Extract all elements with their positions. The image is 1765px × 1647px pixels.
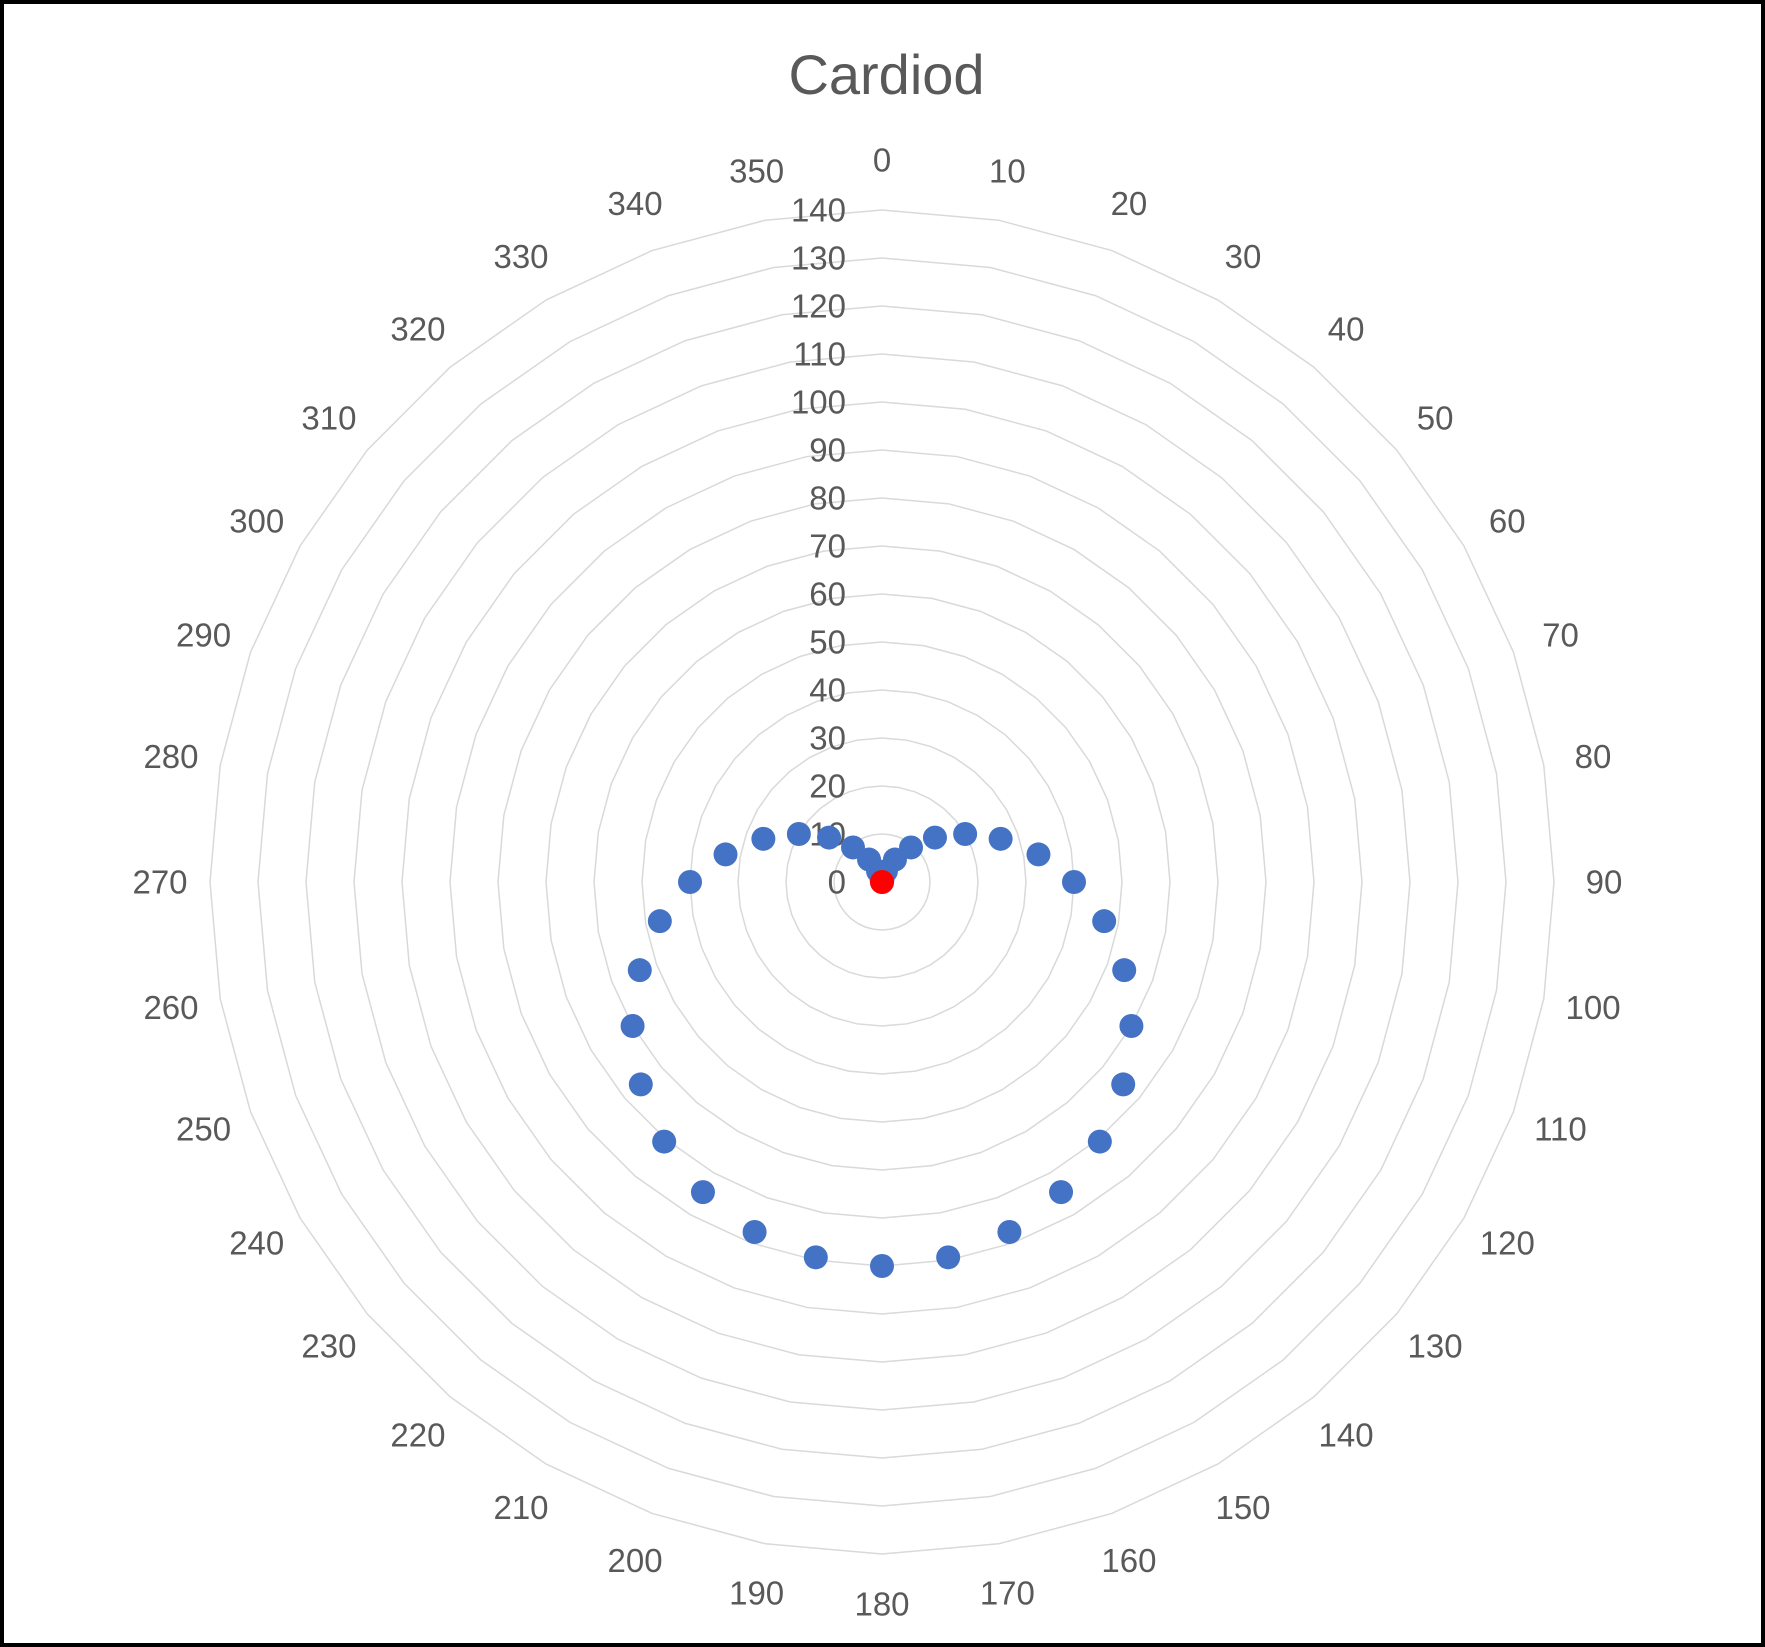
angle-tick-label: 250 <box>176 1110 231 1147</box>
angle-tick-label: 350 <box>729 152 784 189</box>
angle-tick-label: 150 <box>1215 1489 1270 1526</box>
grid-rings <box>209 209 1555 1555</box>
grid-ring-60 <box>593 593 1171 1171</box>
angle-tick-label: 130 <box>1408 1328 1463 1365</box>
data-point <box>678 870 702 894</box>
data-point <box>1092 909 1117 934</box>
radial-tick-label: 130 <box>791 240 846 277</box>
angle-tick-label: 220 <box>390 1417 445 1454</box>
grid-ring-30 <box>737 737 1027 1027</box>
grid-ring-50 <box>641 641 1123 1123</box>
angle-tick-label: 230 <box>301 1328 356 1365</box>
angle-tick-label: 190 <box>729 1575 784 1612</box>
radial-tick-label: 50 <box>809 624 846 661</box>
radar-chart: 0 10 20 30 40 50 60 70 80 90 100 110 120 130 140 150 160… <box>132 142 1622 1623</box>
data-point <box>997 1220 1022 1245</box>
angle-tick-label: 10 <box>989 152 1026 189</box>
data-point <box>1062 870 1086 894</box>
data-point <box>628 1072 653 1097</box>
angle-tick-label: 260 <box>143 989 198 1026</box>
angle-tick-label: 20 <box>1111 185 1148 222</box>
grid-ring-120 <box>305 305 1459 1459</box>
radial-tick-label: 60 <box>809 576 846 613</box>
angle-tick-label: 280 <box>143 738 198 775</box>
data-point <box>652 1129 677 1154</box>
angle-tick-label: 110 <box>1534 1110 1587 1147</box>
radial-tick-label: 40 <box>809 672 846 709</box>
angle-tick-label: 80 <box>1575 738 1612 775</box>
radial-tick-label: 0 <box>828 864 846 901</box>
angle-tick-label: 210 <box>493 1489 548 1526</box>
data-point <box>1026 842 1051 867</box>
data-point <box>817 825 842 850</box>
grid-ring-70 <box>545 545 1219 1219</box>
radial-tick-label: 20 <box>809 768 846 805</box>
angle-tick-label: 340 <box>608 185 663 222</box>
grid-ring-110 <box>353 353 1411 1411</box>
data-point <box>713 842 738 867</box>
data-point <box>786 822 811 846</box>
grid-ring-140 <box>209 209 1555 1555</box>
data-point <box>1119 1014 1144 1038</box>
angle-tick-label: 320 <box>390 310 445 347</box>
angle-tick-label: 160 <box>1101 1542 1156 1579</box>
data-point <box>870 870 894 894</box>
angle-tick-labels: 0 10 20 30 40 50 60 70 80 90 100 110 120 130 140 150 160… <box>132 142 1622 1623</box>
data-point <box>988 826 1013 851</box>
grid-ring-100 <box>401 401 1363 1363</box>
data-point <box>953 822 978 846</box>
angle-tick-label: 30 <box>1225 238 1262 275</box>
angle-tick-label: 330 <box>493 238 548 275</box>
angle-tick-label: 300 <box>229 503 284 540</box>
angle-tick-label: 140 <box>1319 1417 1374 1454</box>
radial-tick-label: 90 <box>809 432 846 469</box>
angle-tick-label: 120 <box>1480 1225 1535 1262</box>
data-point <box>1111 1072 1136 1097</box>
angle-tick-label: 50 <box>1417 399 1454 436</box>
data-point <box>803 1245 828 1270</box>
data-point <box>936 1245 961 1270</box>
angle-tick-label: 100 <box>1565 989 1620 1026</box>
angle-tick-label: 200 <box>608 1542 663 1579</box>
grid-ring-130 <box>257 257 1507 1507</box>
data-point <box>742 1220 767 1245</box>
data-point <box>899 835 923 860</box>
angle-tick-label: 70 <box>1542 617 1579 654</box>
angle-tick-label: 180 <box>854 1586 909 1623</box>
radial-tick-label: 100 <box>791 384 846 421</box>
data-point <box>870 1254 894 1278</box>
data-point <box>1112 958 1137 983</box>
angle-tick-label: 40 <box>1328 310 1365 347</box>
angle-tick-label: 270 <box>132 864 187 901</box>
data-point <box>1049 1180 1074 1205</box>
data-points <box>620 822 1144 1278</box>
radial-tick-label: 120 <box>791 288 846 325</box>
angle-tick-label: 240 <box>229 1225 284 1262</box>
angle-tick-label: 170 <box>980 1575 1035 1612</box>
chart-title: Cardiod <box>788 43 985 106</box>
data-point <box>1087 1129 1112 1154</box>
radial-tick-label: 110 <box>793 336 846 373</box>
grid-ring-90 <box>449 449 1315 1315</box>
grid-ring-40 <box>689 689 1075 1075</box>
angle-tick-label: 90 <box>1586 864 1623 901</box>
angle-tick-label: 60 <box>1489 503 1526 540</box>
angle-tick-label: 290 <box>176 617 231 654</box>
angle-tick-label: 0 <box>873 142 891 179</box>
radial-tick-label: 140 <box>791 192 846 229</box>
radial-tick-label: 70 <box>809 528 846 565</box>
data-point <box>751 826 776 851</box>
data-point <box>620 1014 645 1038</box>
data-point <box>922 825 947 850</box>
data-point <box>647 909 672 934</box>
angle-tick-label: 310 <box>301 399 356 436</box>
data-point <box>690 1180 715 1205</box>
radial-tick-label: 30 <box>809 720 846 757</box>
data-point <box>627 958 652 983</box>
grid-ring-10 <box>833 833 931 931</box>
radial-tick-label: 80 <box>809 480 846 517</box>
